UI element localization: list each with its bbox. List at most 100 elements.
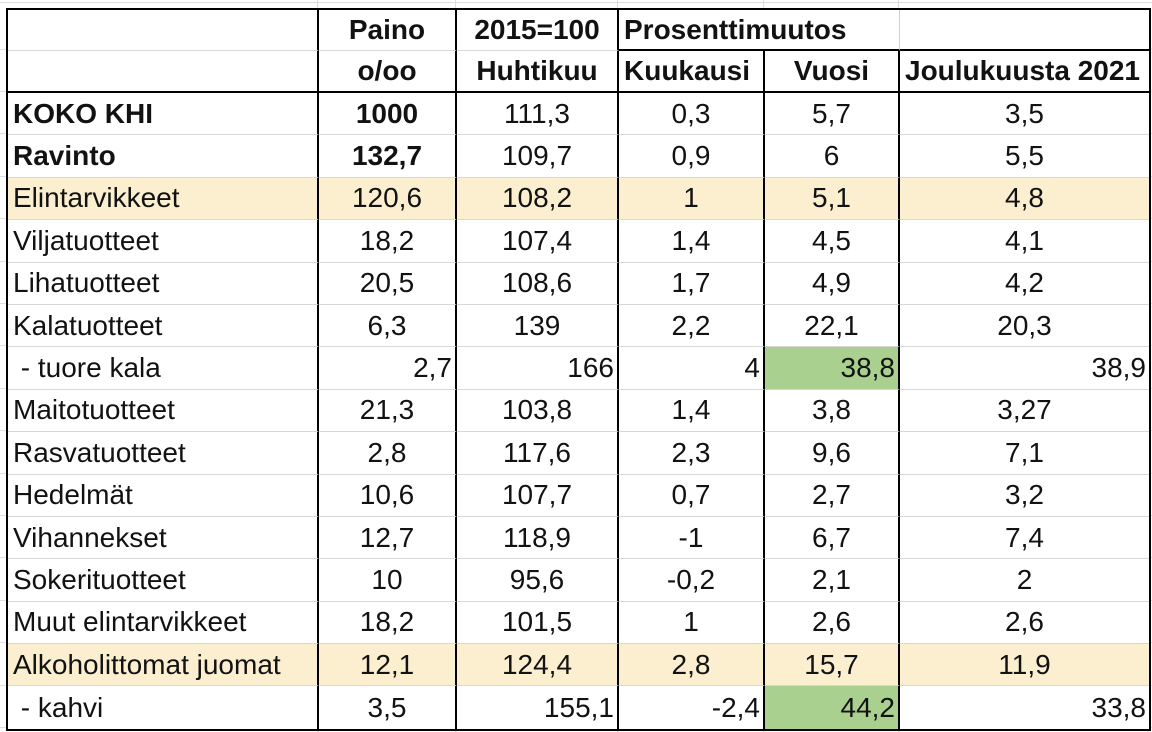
row-label-cell[interactable]: Kalatuotteet [8,304,319,348]
header-cell-paino[interactable]: Paino [319,10,457,51]
vuosi-cell[interactable]: 4,9 [765,262,900,305]
kuukausi-cell[interactable]: -0,2 [619,559,765,602]
vuosi-cell[interactable]: 5,1 [765,177,900,221]
paino-cell[interactable]: 2,8 [319,432,457,475]
kuukausi-cell[interactable]: 2,2 [619,304,765,348]
header-cell-vuosi[interactable]: Vuosi [765,51,900,93]
joulukuusta-cell[interactable]: 33,8 [1091,691,1147,723]
row-label-cell[interactable]: Lihatuotteet [8,262,319,305]
kuukausi-cell[interactable]: -2,4 [619,686,765,729]
paino-cell[interactable]: 18,2 [319,601,457,645]
paino-cell[interactable]: 12,7 [319,516,457,560]
vuosi-cell[interactable]: 2,6 [765,601,900,645]
huhtikuu-cell[interactable]: 101,5 [457,601,619,645]
kuukausi-cell[interactable]: 0,7 [619,474,765,517]
joulukuusta-cell[interactable]: 4,2 [900,263,1149,305]
huhtikuu-cell[interactable]: 117,6 [457,432,619,475]
joulukuusta-cell[interactable]: 38,9 [900,347,1149,390]
huhtikuu-cell[interactable]: 109,7 [457,135,619,178]
vuosi-cell[interactable]: 6 [765,135,900,178]
row-label-cell[interactable]: - kahvi [8,686,319,729]
huhtikuu-cell[interactable]: 103,8 [457,389,619,433]
header-cell-kuukausi[interactable]: Kuukausi [619,51,765,93]
kuukausi-cell[interactable]: 4 [619,347,765,390]
paino-cell[interactable]: 10,6 [319,474,457,517]
header-cell-joulukuusta[interactable]: Joulukuusta 2021 [900,51,1149,93]
vuosi-cell[interactable]: 2,1 [765,559,900,602]
row-label-cell[interactable]: Sokerituotteet [8,559,319,602]
kuukausi-cell[interactable]: -1 [619,516,765,560]
paino-cell[interactable]: 132,7 [319,135,457,178]
kuukausi-cell[interactable]: 1 [619,601,765,645]
vuosi-cell[interactable]: 6,7 [765,516,900,560]
row-label-cell[interactable]: - tuore kala [8,347,319,390]
huhtikuu-cell[interactable]: 166 [457,347,619,390]
header-cell-index-base[interactable]: 2015=100 [457,10,619,51]
huhtikuu-cell[interactable]: 108,2 [457,177,619,221]
huhtikuu-cell[interactable]: 111,3 [457,93,619,136]
row-label-cell[interactable]: Viljatuotteet [8,220,319,263]
vuosi-cell[interactable]: 2,7 [765,474,900,517]
huhtikuu-cell[interactable]: 95,6 [457,559,619,602]
vuosi-cell[interactable]: 15,7 [765,644,900,687]
huhtikuu-cell[interactable]: 107,4 [457,220,619,263]
kuukausi-cell[interactable]: 2,8 [619,644,765,687]
kuukausi-cell[interactable]: 1,4 [619,389,765,433]
vuosi-cell[interactable]: 38,8 [765,347,900,390]
joulukuusta-cell[interactable]: 7,1 [900,432,1149,475]
row-label-cell[interactable]: Alkoholittomat juomat [8,644,319,687]
joulukuusta-cell[interactable]: 7,4 [900,517,1149,560]
joulukuusta-cell[interactable]: 2,6 [900,602,1149,645]
row-label-cell[interactable]: Rasvatuotteet [8,432,319,475]
paino-cell[interactable]: 20,5 [319,262,457,305]
row-label-cell[interactable]: Muut elintarvikkeet [8,601,319,645]
joulukuusta-cell[interactable]: 11,9 [900,644,1149,687]
row-label-cell[interactable]: Elintarvikkeet [8,177,319,221]
header-cell-empty-2[interactable] [900,10,1149,51]
paino-cell[interactable]: 120,6 [319,177,457,221]
row-label-cell[interactable]: Vihannekset [8,516,319,560]
paino-cell[interactable]: 21,3 [319,389,457,433]
vuosi-cell[interactable]: 3,8 [765,389,900,433]
vuosi-cell[interactable]: 44,2 [765,686,900,729]
huhtikuu-cell[interactable]: 118,9 [457,516,619,560]
vuosi-cell[interactable]: 9,6 [765,432,900,475]
paino-cell[interactable]: 2,7 [319,347,457,390]
joulukuusta-cell[interactable]: 3,5 [900,93,1149,136]
huhtikuu-cell[interactable]: 124,4 [457,644,619,687]
header-cell-empty-3[interactable] [8,51,319,93]
joulukuusta-cell[interactable]: 2 [900,559,1149,602]
paino-cell[interactable]: 10 [319,559,457,602]
paino-cell[interactable]: 3,5 [319,686,457,729]
kuukausi-cell[interactable]: 0,9 [619,135,765,178]
joulukuusta-cell[interactable]: 3,27 [900,390,1149,433]
paino-cell[interactable]: 6,3 [319,304,457,348]
vuosi-cell[interactable]: 22,1 [765,304,900,348]
row-label-cell[interactable]: Hedelmät [8,474,319,517]
row-label-cell[interactable]: Ravinto [8,135,319,178]
row-label-cell[interactable]: KOKO KHI [8,93,319,136]
joulukuusta-cell[interactable]: 20,3 [900,305,1149,348]
kuukausi-cell[interactable]: 1 [619,177,765,221]
huhtikuu-cell[interactable]: 155,1 [457,686,619,729]
row-label-cell[interactable]: Maitotuotteet [8,389,319,433]
vuosi-cell[interactable]: 5,7 [765,93,900,136]
vuosi-cell[interactable]: 4,5 [765,220,900,263]
huhtikuu-cell[interactable]: 108,6 [457,262,619,305]
huhtikuu-cell[interactable]: 107,7 [457,474,619,517]
kuukausi-cell[interactable]: 1,4 [619,220,765,263]
huhtikuu-cell[interactable]: 139 [457,304,619,348]
paino-cell[interactable]: 12,1 [319,644,457,687]
joulukuusta-cell[interactable]: 3,2 [900,475,1149,517]
header-cell-prosenttimuutos[interactable]: Prosenttimuutos [619,10,900,51]
joulukuusta-cell[interactable]: 5,5 [900,135,1149,178]
kuukausi-cell[interactable]: 0,3 [619,93,765,136]
header-cell-permille[interactable]: o/oo [319,51,457,93]
joulukuusta-cell[interactable]: 4,8 [900,177,1149,221]
header-cell-huhtikuu[interactable]: Huhtikuu [457,51,619,93]
paino-cell[interactable]: 18,2 [319,220,457,263]
header-cell-empty-1[interactable] [8,10,319,51]
joulukuusta-cell[interactable]: 4,1 [900,220,1149,263]
kuukausi-cell[interactable]: 1,7 [619,262,765,305]
kuukausi-cell[interactable]: 2,3 [619,432,765,475]
